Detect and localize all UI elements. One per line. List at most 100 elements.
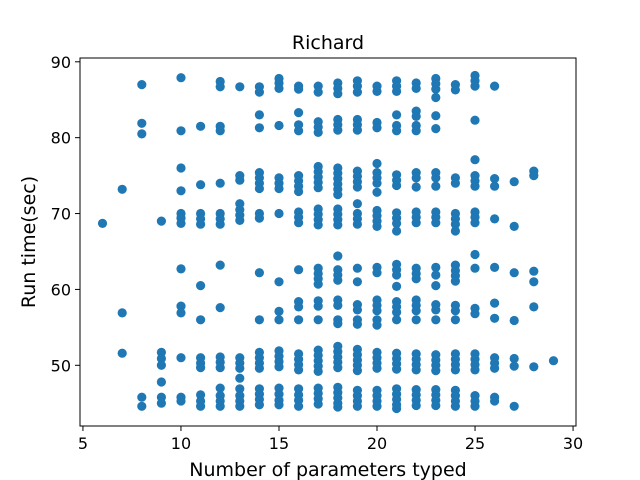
data-point <box>431 173 441 183</box>
data-point <box>215 82 225 92</box>
data-point <box>294 218 304 228</box>
data-point <box>313 366 323 376</box>
data-point <box>254 123 264 133</box>
data-point <box>196 281 206 291</box>
data-point <box>372 268 382 278</box>
data-point <box>490 363 500 373</box>
data-point <box>411 306 421 316</box>
data-point <box>470 155 480 165</box>
x-tick-label: 25 <box>465 434 485 453</box>
data-point <box>509 315 519 326</box>
x-tick-label: 10 <box>171 434 191 453</box>
data-point <box>431 181 441 191</box>
data-point <box>372 86 382 96</box>
data-points <box>97 70 559 414</box>
data-point <box>490 181 500 191</box>
data-point <box>490 81 500 91</box>
data-point <box>196 363 206 373</box>
data-point <box>333 220 343 230</box>
data-point <box>235 373 245 383</box>
data-point <box>372 320 382 330</box>
data-point <box>294 265 304 275</box>
data-point <box>372 123 382 133</box>
data-point <box>392 86 402 96</box>
data-point <box>450 401 460 411</box>
data-point <box>450 178 460 188</box>
data-point <box>333 89 343 99</box>
data-point <box>254 315 264 325</box>
data-point <box>176 163 186 173</box>
data-point <box>274 83 284 93</box>
data-point <box>392 403 402 414</box>
data-point <box>333 319 343 329</box>
data-point <box>352 182 362 192</box>
data-point <box>274 183 284 194</box>
data-point <box>431 92 441 103</box>
data-point <box>352 219 362 229</box>
data-point <box>411 126 421 136</box>
y-tick-label: 90 <box>51 53 71 72</box>
data-point <box>548 356 559 366</box>
data-point <box>450 85 460 95</box>
data-point <box>352 263 362 273</box>
data-point <box>450 226 460 236</box>
data-point <box>294 401 304 411</box>
data-point <box>215 303 225 313</box>
data-point <box>176 264 186 274</box>
data-point <box>313 399 323 409</box>
data-point <box>411 173 421 183</box>
data-point <box>176 308 186 318</box>
data-point <box>411 111 421 121</box>
x-tick-label: 5 <box>78 434 88 453</box>
data-point <box>411 182 421 192</box>
data-point <box>509 177 519 187</box>
data-point <box>372 178 382 188</box>
data-point <box>431 84 441 94</box>
data-point <box>470 115 480 125</box>
data-point <box>470 218 480 228</box>
data-point <box>392 307 402 317</box>
data-point <box>294 315 304 325</box>
x-axis-ticks: 5 10 15 20 25 30 <box>78 426 583 453</box>
data-point <box>450 219 460 229</box>
data-point <box>470 365 480 375</box>
data-point <box>470 263 480 273</box>
data-point <box>196 219 206 229</box>
data-point <box>215 401 225 411</box>
data-point <box>509 361 519 371</box>
data-point <box>490 396 500 406</box>
data-point <box>392 126 402 136</box>
data-point <box>470 181 480 191</box>
data-point <box>470 249 480 260</box>
data-point <box>235 363 245 373</box>
data-point <box>392 110 402 120</box>
data-point <box>431 305 441 315</box>
x-axis-label: Number of parameters typed <box>189 459 466 480</box>
data-point <box>117 348 127 358</box>
data-point <box>529 277 539 287</box>
data-point <box>372 306 382 316</box>
data-point <box>235 82 245 92</box>
data-point <box>176 186 186 196</box>
data-point <box>431 281 441 291</box>
data-point <box>490 262 500 272</box>
data-point <box>529 266 539 276</box>
data-point <box>117 184 127 194</box>
data-point <box>137 80 147 90</box>
data-point <box>411 218 421 228</box>
data-point <box>431 366 441 376</box>
data-point <box>372 158 382 169</box>
data-point <box>392 270 402 280</box>
x-tick-label: 20 <box>367 434 387 453</box>
data-point <box>176 301 186 311</box>
data-point <box>372 187 382 197</box>
data-point <box>274 400 284 410</box>
data-point <box>235 215 245 225</box>
data-point <box>215 383 225 393</box>
chart-title: Richard <box>292 32 364 54</box>
data-point <box>156 353 166 364</box>
data-point <box>274 306 284 316</box>
data-point <box>97 218 108 228</box>
data-point <box>215 260 225 270</box>
